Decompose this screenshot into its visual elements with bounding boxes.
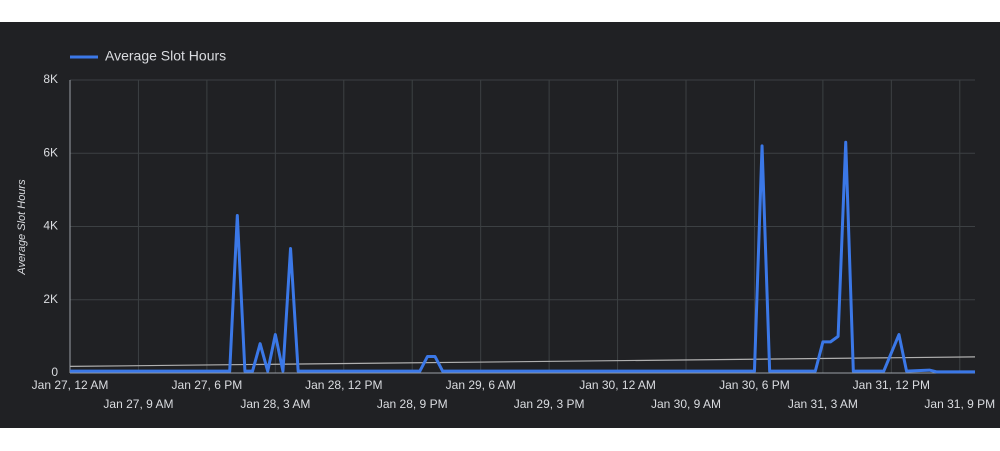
y-tick-label: 6K <box>43 145 58 159</box>
panel <box>0 22 1000 428</box>
x-tick-label: Jan 30, 12 AM <box>579 378 656 392</box>
x-tick-label: Jan 28, 12 PM <box>305 378 382 392</box>
y-tick-label: 8K <box>43 72 58 86</box>
x-tick-label: Jan 28, 3 AM <box>240 397 310 411</box>
x-tick-label: Jan 29, 6 AM <box>446 378 516 392</box>
x-tick-label: Jan 31, 12 PM <box>853 378 930 392</box>
legend-label: Average Slot Hours <box>105 48 226 64</box>
x-tick-label: Jan 29, 3 PM <box>514 397 585 411</box>
trend-line <box>69 356 976 368</box>
x-tick-label: Jan 27, 6 PM <box>172 378 243 392</box>
x-tick-label: Jan 27, 9 AM <box>103 397 173 411</box>
y-tick-label: 0 <box>51 365 58 379</box>
x-tick-label: Jan 30, 9 AM <box>651 397 721 411</box>
x-tick-label: Jan 31, 9 PM <box>924 397 995 411</box>
x-tick-label: Jan 28, 9 PM <box>377 397 448 411</box>
x-tick-label: Jan 30, 6 PM <box>719 378 790 392</box>
x-tick-label: Jan 27, 12 AM <box>32 378 109 392</box>
y-axis-title: Average Slot Hours <box>16 179 28 276</box>
x-tick-label: Jan 31, 3 AM <box>788 397 858 411</box>
y-tick-label: 2K <box>43 292 58 306</box>
data-line <box>70 140 975 374</box>
y-tick-label: 4K <box>43 219 58 233</box>
